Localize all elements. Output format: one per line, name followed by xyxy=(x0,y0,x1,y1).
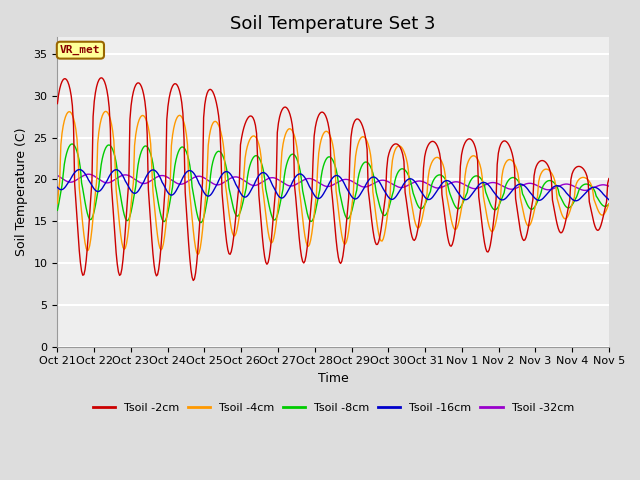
Y-axis label: Soil Temperature (C): Soil Temperature (C) xyxy=(15,128,28,256)
Title: Soil Temperature Set 3: Soil Temperature Set 3 xyxy=(230,15,436,33)
Text: VR_met: VR_met xyxy=(60,45,100,55)
Legend: Tsoil -2cm, Tsoil -4cm, Tsoil -8cm, Tsoil -16cm, Tsoil -32cm: Tsoil -2cm, Tsoil -4cm, Tsoil -8cm, Tsoi… xyxy=(88,399,578,418)
X-axis label: Time: Time xyxy=(318,372,349,385)
